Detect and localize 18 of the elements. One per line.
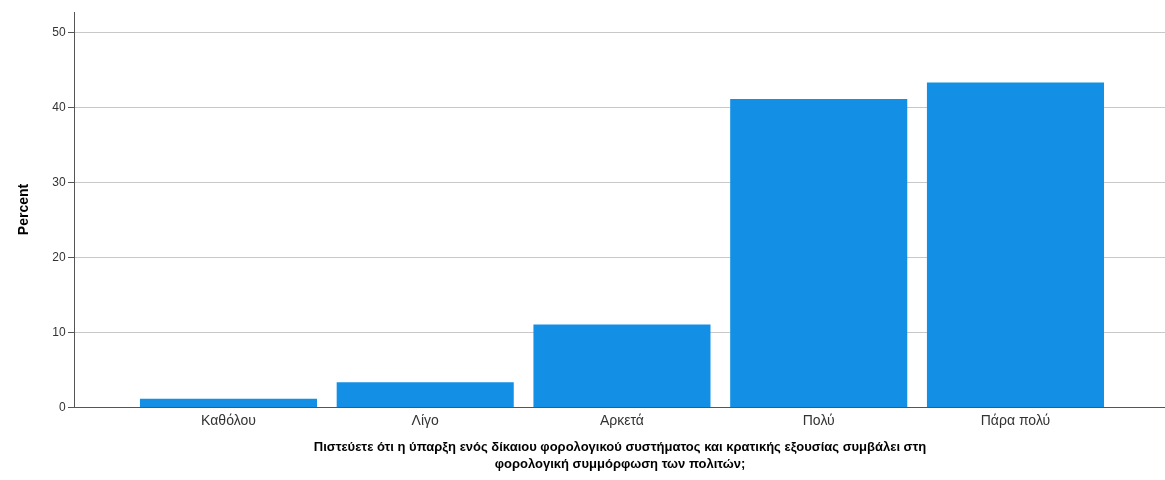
bar bbox=[336, 382, 514, 407]
x-tick-label: Λίγο bbox=[411, 411, 440, 428]
y-tick-label: 10 bbox=[52, 325, 66, 340]
bar bbox=[139, 398, 317, 407]
x-tick-label: Καθόλου bbox=[201, 411, 256, 428]
bar bbox=[533, 324, 711, 407]
x-tick-label: Αρκετά bbox=[599, 411, 644, 428]
y-tick-label: 20 bbox=[52, 250, 66, 265]
x-tick-label: Πάρα πολύ bbox=[980, 411, 1051, 428]
y-tick-label: 50 bbox=[52, 25, 66, 40]
bar bbox=[926, 82, 1105, 407]
y-tick-label: 0 bbox=[58, 400, 66, 415]
y-tick-label: 40 bbox=[52, 100, 66, 115]
y-axis-title: Percent bbox=[14, 183, 31, 236]
x-axis-title: Πιστεύετε ότι η ύπαρξη ενός δίκαιου φορολογικού συστήματος και κρατικής εξουσίας συμβάλει στη φορολογική συμμόρφωση των πολιτών; bbox=[313, 439, 927, 472]
bar bbox=[730, 98, 908, 407]
x-tick-label: Πολύ bbox=[802, 411, 835, 428]
y-tick-label: 30 bbox=[52, 175, 66, 190]
